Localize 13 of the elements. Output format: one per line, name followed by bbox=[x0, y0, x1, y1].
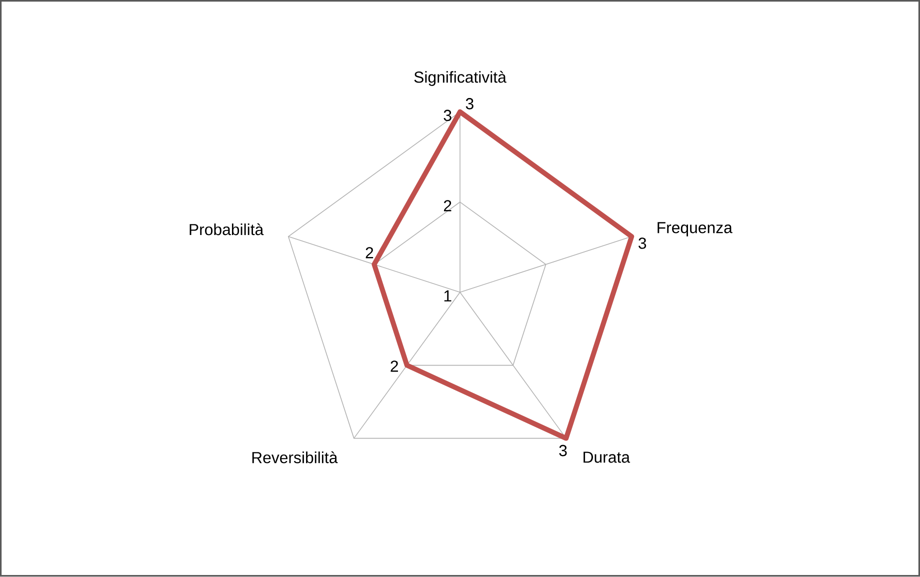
y-tick-label: 3 bbox=[444, 110, 452, 122]
data-label: 3 bbox=[559, 445, 567, 456]
spoke-label: Probabilità bbox=[190, 224, 264, 236]
y-tick-label: 1 bbox=[444, 290, 452, 302]
data-label: 2 bbox=[366, 247, 374, 258]
data-label: 3 bbox=[466, 98, 474, 110]
spoke-label: Significatività bbox=[414, 71, 506, 86]
y-tick-label: 2 bbox=[444, 200, 452, 212]
spoke-label: Reversibilità bbox=[252, 452, 338, 464]
data-label: 3 bbox=[638, 238, 646, 250]
spoke-label: Frequenza bbox=[658, 222, 732, 237]
spoke-label: Durata bbox=[584, 452, 630, 464]
data-label: 2 bbox=[390, 360, 398, 372]
